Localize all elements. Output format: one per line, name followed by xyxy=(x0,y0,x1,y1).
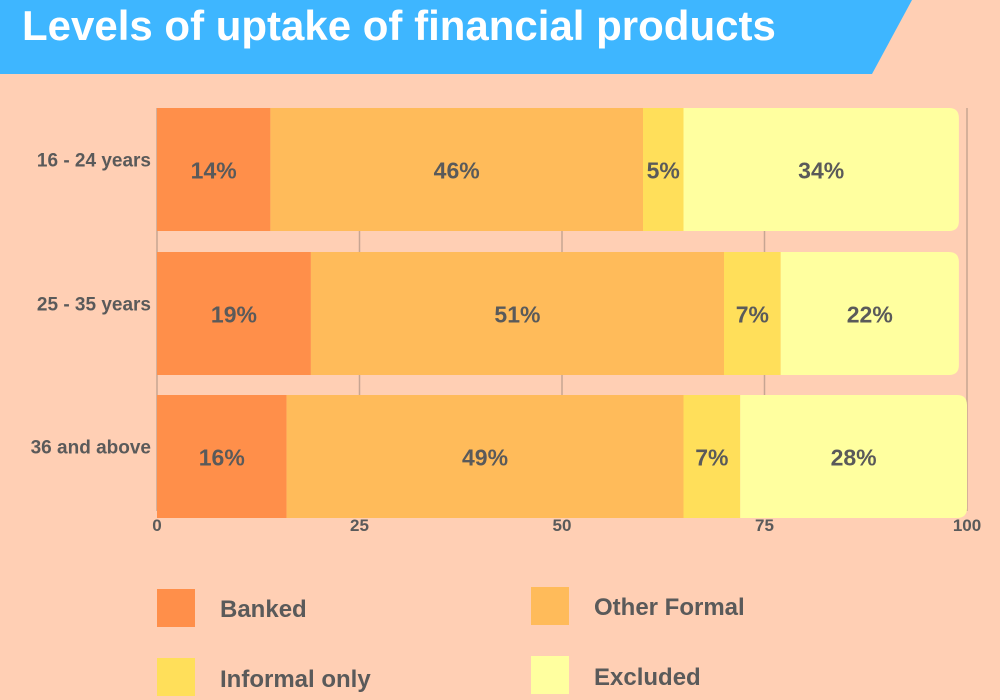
category-label: 25 - 35 years xyxy=(37,295,151,316)
bar-segment xyxy=(740,395,967,518)
legend-label: Excluded xyxy=(594,664,701,691)
x-tick-label: 0 xyxy=(152,516,161,535)
bar-segment xyxy=(157,395,287,518)
legend-label: Other Formal xyxy=(594,594,745,621)
legend-swatch xyxy=(157,658,195,696)
data-label: 5% xyxy=(647,158,680,184)
legend-swatch xyxy=(531,587,569,625)
legend-swatch xyxy=(531,656,569,694)
bar-segment xyxy=(780,252,959,375)
labels-layer: 14% 46% 5% 34% 19% 51% 7% 22% 16% 49% 7% 28% xyxy=(191,158,893,471)
bar-segment xyxy=(683,395,741,518)
x-tick-label: 50 xyxy=(553,516,572,535)
data-label: 22% xyxy=(847,302,893,328)
category-label: 36 and above xyxy=(31,438,151,459)
data-label: 19% xyxy=(211,302,257,328)
legend-swatch xyxy=(157,589,195,627)
data-label: 51% xyxy=(494,302,540,328)
data-label: 14% xyxy=(191,158,237,184)
bar-segment xyxy=(270,108,643,231)
x-tick-label: 75 xyxy=(755,516,774,535)
bar-segment xyxy=(724,252,781,375)
data-label: 46% xyxy=(434,158,480,184)
bar-segment xyxy=(157,252,311,375)
axis-layer: 0 25 50 75 100 16 - 24 years 25 - 35 years 36 a… xyxy=(31,151,982,536)
chart-title: Levels of uptake of financial products xyxy=(22,2,776,49)
x-tick-label: 100 xyxy=(953,516,981,535)
legend-label: Informal only xyxy=(220,666,371,693)
data-label: 34% xyxy=(798,158,844,184)
bar-segment xyxy=(157,108,271,231)
bar-segment xyxy=(310,252,724,375)
legend-label: Banked xyxy=(220,596,307,623)
data-label: 7% xyxy=(736,302,769,328)
data-label: 7% xyxy=(695,445,728,471)
bar-segment xyxy=(286,395,684,518)
bars-layer xyxy=(157,108,967,518)
category-label: 16 - 24 years xyxy=(37,151,151,172)
data-label: 28% xyxy=(831,445,877,471)
data-label: 16% xyxy=(199,445,245,471)
title-banner-shape xyxy=(0,0,912,74)
stacked-bar-chart: 14% 46% 5% 34% 19% 51% 7% 22% 16% 49% 7% 28% 0 25 50 7… xyxy=(31,108,982,536)
data-label: 49% xyxy=(462,445,508,471)
bar-segment xyxy=(643,108,684,231)
bar-segment xyxy=(683,108,959,231)
x-tick-label: 25 xyxy=(350,516,369,535)
title-banner: Levels of uptake of financial products xyxy=(0,0,912,74)
